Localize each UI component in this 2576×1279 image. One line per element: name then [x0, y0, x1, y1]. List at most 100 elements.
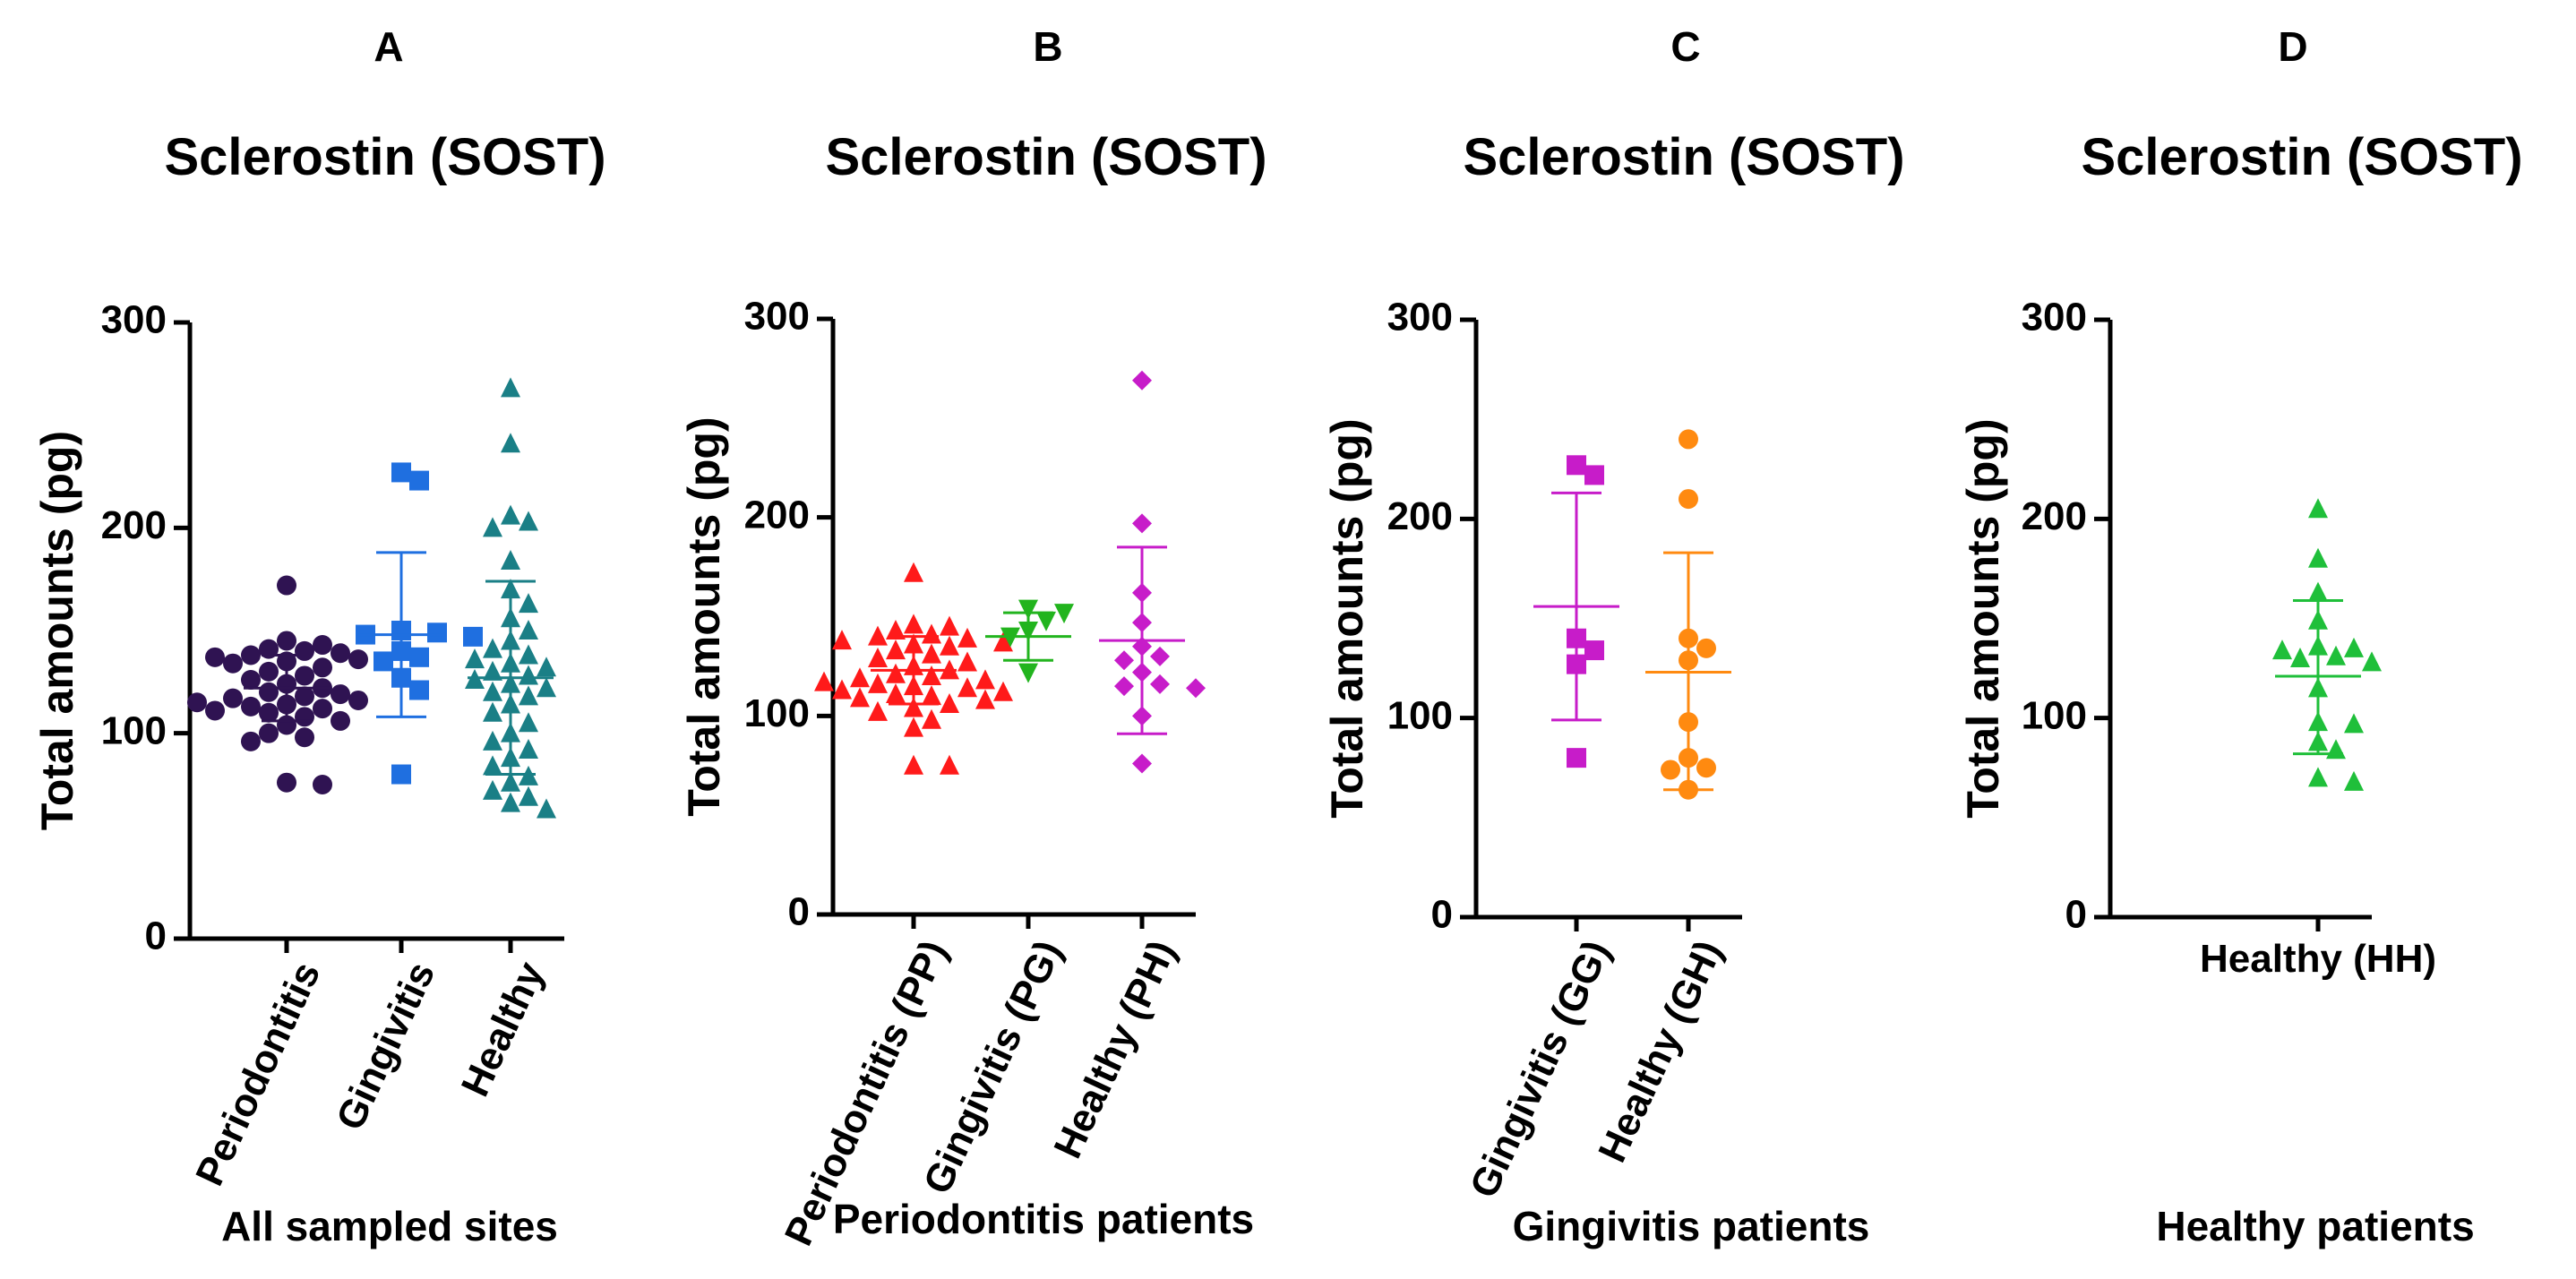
panel-c-category-label: Healthy (GH): [1590, 934, 1730, 1169]
panel-a-data-point: [519, 712, 538, 733]
panel-b-data-point: [922, 665, 941, 685]
panel-b-data-point: [904, 562, 923, 582]
panel-a-data-point: [409, 647, 429, 667]
panel-d-y-tick-label: 0: [2065, 893, 2087, 937]
panel-d-y-tick-label: 200: [2022, 494, 2087, 538]
panel-b-data-point: [1114, 650, 1134, 671]
panel-b-data-point: [832, 679, 852, 700]
panel-a-data-point: [483, 638, 502, 658]
panel-b-y-tick-label: 0: [788, 890, 810, 934]
panel-b-data-point: [832, 630, 852, 650]
panel-b-data-point: [868, 673, 888, 693]
panel-a-y-tick-label: 0: [145, 914, 167, 958]
panel-a-data-point: [259, 723, 279, 743]
panel-a-data-point: [519, 785, 538, 806]
panel-a-data-point: [223, 688, 243, 708]
panel-a-data-point: [331, 710, 350, 731]
panel-a-data-point: [483, 681, 502, 701]
panel-a-data-point: [313, 775, 332, 794]
panel-a-data-point: [241, 696, 261, 717]
panel-a-series-2: Gingivitis: [328, 462, 483, 1137]
panel-d-x-axis-title: Healthy patients: [2156, 1203, 2474, 1249]
panel-a-y-tick-label: 300: [101, 298, 167, 342]
panel-b-data-point: [904, 754, 923, 775]
panel-a-data-point: [519, 685, 538, 706]
panel-b-data-point: [868, 625, 888, 646]
panel-b-data-point: [957, 627, 977, 648]
panel-a-data-point: [277, 631, 296, 651]
panel-a-data-point: [277, 575, 296, 596]
panel-a-data-point: [537, 798, 556, 819]
panel-a-data-point: [519, 593, 538, 614]
panel-a-data-point: [463, 626, 483, 647]
panel-a-data-point: [483, 779, 502, 800]
panel-a-title: Sclerostin (SOST): [164, 128, 605, 186]
panel-b-data-point: [904, 717, 923, 737]
panel-a-data-point: [295, 707, 314, 727]
panel-b-category-label: Healthy (PH): [1045, 934, 1184, 1165]
panel-c-y-axis-title: Total amounts (pg): [1322, 418, 1372, 818]
panel-a-data-point: [409, 470, 429, 491]
panel-b-data-point: [1150, 646, 1170, 666]
panel-c-letter: C: [1670, 23, 1700, 70]
panel-c-data-point: [1679, 429, 1698, 450]
panel-a-data-point: [374, 651, 393, 672]
panel-d-data-point: [2272, 640, 2292, 660]
panel-d: D Sclerostin (SOST) Total amounts (pg) 0 100…: [1958, 23, 2522, 1249]
panel-b-data-point: [850, 687, 870, 708]
panel-b-data-point: [940, 754, 959, 775]
panel-c-y-tick-label: 200: [1387, 494, 1453, 538]
panel-b-data-point: [957, 677, 977, 698]
panel-a-data-point: [501, 792, 520, 812]
panel-c-data-point: [1567, 455, 1586, 476]
panel-c-data-point: [1661, 760, 1680, 780]
panel-b-data-point: [886, 682, 906, 703]
panel-a-data-point: [241, 645, 261, 665]
panel-d-y-tick-label: 300: [2022, 296, 2087, 339]
panel-a-data-point: [483, 660, 502, 681]
panel-a-data-point: [313, 657, 332, 678]
panel-a-data-point: [391, 764, 411, 785]
panel-a-category-label: Gingivitis: [328, 956, 443, 1137]
panel-c-x-axis-title: Gingivitis patients: [1513, 1203, 1870, 1249]
panel-a-data-point: [519, 511, 538, 531]
panel-c-data-point: [1696, 758, 1716, 778]
panel-a-data-point: [519, 665, 538, 685]
panel-a-data-point: [391, 462, 411, 483]
panel-a-data-point: [348, 690, 368, 710]
panel-a-data-point: [483, 701, 502, 722]
panel-a-data-point: [501, 550, 520, 571]
panel-c-series-2: Healthy (GH): [1590, 429, 1731, 1169]
panel-a-data-point: [409, 680, 429, 700]
panel-b-data-point: [1018, 599, 1038, 620]
panel-c-y-tick-label: 100: [1387, 693, 1453, 737]
panel-b-data-point: [957, 651, 977, 672]
panel-b-data-point: [1036, 611, 1056, 631]
panel-a-data-point: [348, 649, 368, 670]
panel-d-data-point: [2344, 770, 2364, 791]
panel-a-data-point: [187, 692, 207, 713]
panel-c-title: Sclerostin (SOST): [1463, 128, 1904, 186]
panel-b-data-point: [940, 615, 959, 636]
panel-b-title: Sclerostin (SOST): [825, 128, 1267, 186]
panel-d-category-label: Healthy (HH): [2200, 937, 2436, 981]
panel-a-data-point: [313, 635, 332, 656]
panel-a-data-point: [483, 517, 502, 537]
panel-b-data-point: [886, 620, 906, 640]
panel-b-data-point: [940, 693, 959, 714]
panel-a-data-point: [483, 755, 502, 776]
panel-a-data-point: [331, 684, 350, 705]
panel-c-category-label: Gingivitis (GG): [1462, 934, 1619, 1205]
panel-a-data-point: [501, 771, 520, 792]
panel-a-data-point: [241, 731, 261, 751]
panel-b-y-axis-title: Total amounts (pg): [679, 416, 729, 816]
panel-a-data-point: [483, 730, 502, 751]
panel-d-y-axis-title: Total amounts (pg): [1958, 418, 2008, 818]
panel-b-data-point: [1132, 370, 1152, 391]
panel-c-data-point: [1679, 489, 1698, 510]
panel-b-data-point: [814, 671, 834, 691]
panel-a-category-label: Periodontitis: [187, 956, 329, 1192]
panel-b-y-tick-label: 100: [744, 691, 810, 735]
panel-a-category-label: Healthy: [453, 955, 554, 1103]
panel-d-data-point: [2308, 767, 2328, 787]
